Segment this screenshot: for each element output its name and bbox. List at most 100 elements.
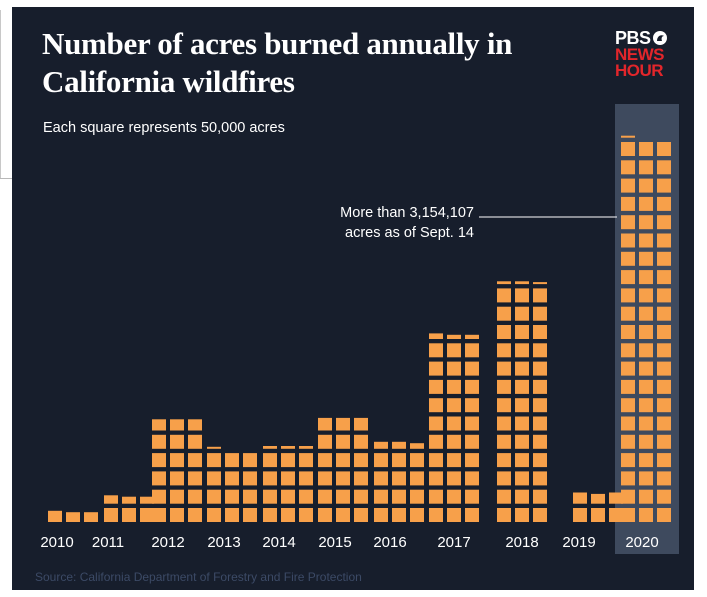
- acre-square: [465, 343, 479, 358]
- acre-square: [354, 434, 368, 449]
- acre-square: [657, 196, 671, 211]
- acre-square: [243, 471, 257, 486]
- acre-square: [621, 416, 635, 431]
- acre-square: [354, 508, 368, 522]
- acre-square: [621, 508, 635, 522]
- acre-square: [639, 251, 653, 266]
- acre-square: [465, 453, 479, 468]
- acre-square: [392, 489, 406, 504]
- acre-square: [225, 489, 239, 504]
- x-tick-label: 2020: [625, 534, 658, 551]
- acre-square: [299, 508, 313, 522]
- acre-square: [533, 508, 547, 522]
- acre-square: [621, 178, 635, 193]
- acre-square-partial: [374, 441, 388, 449]
- acre-square: [465, 508, 479, 522]
- acre-square: [225, 471, 239, 486]
- acre-square-partial: [140, 496, 154, 504]
- acre-square: [657, 379, 671, 394]
- acre-square: [621, 361, 635, 376]
- acre-square-partial: [170, 419, 184, 431]
- acre-square: [152, 434, 166, 449]
- waffle-bar-chart: 2010 2011 2012 2013 2014 2015 2016 2017 2018 2019…: [40, 104, 679, 554]
- acre-square: [515, 471, 529, 486]
- acre-square-partial: [515, 281, 529, 285]
- acre-square: [465, 471, 479, 486]
- acre-square: [188, 453, 202, 468]
- acre-square: [657, 233, 671, 248]
- acre-square: [621, 270, 635, 285]
- acre-square: [639, 215, 653, 230]
- acre-square: [639, 233, 653, 248]
- acre-square: [657, 160, 671, 175]
- acre-square: [170, 489, 184, 504]
- acre-square: [429, 361, 443, 376]
- acre-square-partial: [263, 446, 277, 449]
- acre-square: [657, 361, 671, 376]
- acre-square: [188, 508, 202, 522]
- infographic-card: Number of acres burned annually in Calif…: [12, 7, 694, 590]
- acre-square: [515, 453, 529, 468]
- acre-square: [621, 379, 635, 394]
- acre-square: [465, 398, 479, 413]
- acre-square: [533, 306, 547, 321]
- acre-square: [497, 361, 511, 376]
- acre-square: [515, 379, 529, 394]
- acre-square: [122, 508, 136, 522]
- acre-square: [533, 398, 547, 413]
- acre-square: [657, 251, 671, 266]
- acre-square: [410, 471, 424, 486]
- annotation-line-1: More than 3,154,107: [340, 205, 474, 221]
- acre-square: [465, 361, 479, 376]
- acre-square: [447, 361, 461, 376]
- acre-square: [410, 489, 424, 504]
- acre-square: [281, 489, 295, 504]
- acre-square-partial: [392, 441, 406, 449]
- acre-square: [621, 398, 635, 413]
- acre-square: [621, 233, 635, 248]
- acre-square: [639, 471, 653, 486]
- acre-square: [657, 288, 671, 303]
- acre-square: [639, 489, 653, 504]
- acre-square: [639, 196, 653, 211]
- acre-square: [639, 508, 653, 522]
- acre-square: [465, 379, 479, 394]
- acre-square: [263, 471, 277, 486]
- annotation-2020: More than 3,154,107 acres as of Sept. 14: [272, 203, 474, 243]
- x-tick-label: 2010: [40, 534, 73, 551]
- acre-square: [533, 325, 547, 339]
- acre-square: [140, 508, 154, 522]
- acre-square: [621, 343, 635, 358]
- acre-square-partial: [354, 417, 368, 431]
- acre-square: [533, 453, 547, 468]
- acre-square-partial: [410, 443, 424, 449]
- acre-square: [336, 508, 350, 522]
- acre-square-partial: [122, 496, 136, 504]
- x-tick-label: 2013: [207, 534, 240, 551]
- acre-square-partial: [497, 281, 511, 285]
- acre-square: [639, 142, 653, 156]
- acre-square: [639, 178, 653, 193]
- acre-square: [497, 471, 511, 486]
- acre-square: [336, 489, 350, 504]
- x-tick-label: 2017: [437, 534, 470, 551]
- acre-square: [621, 288, 635, 303]
- acre-square: [429, 343, 443, 358]
- x-tick-label: 2014: [262, 534, 295, 551]
- acre-square: [447, 471, 461, 486]
- acre-square: [621, 306, 635, 321]
- acre-square: [429, 379, 443, 394]
- acre-square: [639, 270, 653, 285]
- acre-square: [639, 361, 653, 376]
- acre-square-partial: [336, 417, 350, 431]
- acre-square: [657, 178, 671, 193]
- acre-square: [152, 471, 166, 486]
- acre-square: [533, 379, 547, 394]
- acre-square: [533, 361, 547, 376]
- acre-square: [639, 416, 653, 431]
- acre-square: [621, 453, 635, 468]
- acre-square: [318, 508, 332, 522]
- acre-square-partial: [281, 446, 295, 449]
- acre-square-partial: [621, 135, 635, 138]
